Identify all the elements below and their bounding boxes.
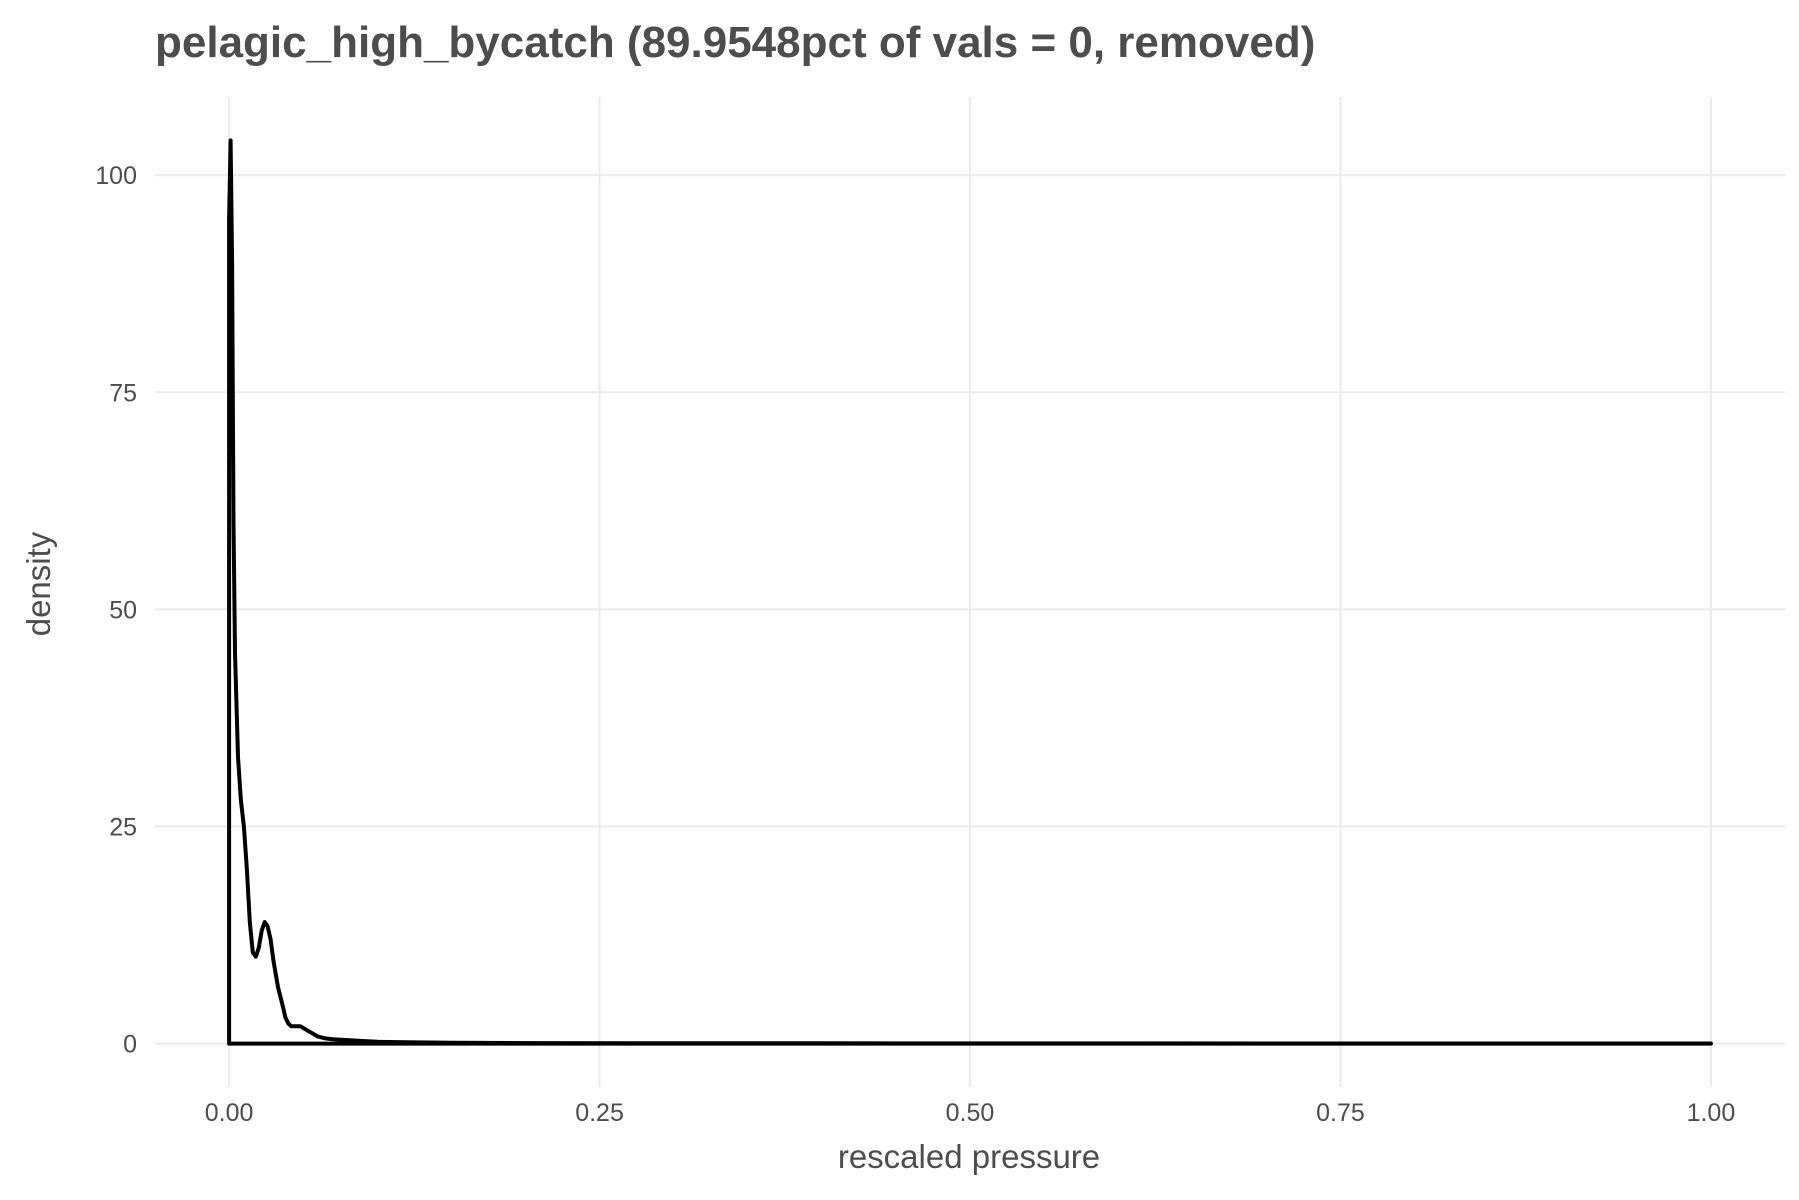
x-tick-label: 0.25	[575, 1099, 624, 1127]
y-tick-label: 0	[123, 1031, 137, 1059]
x-axis-ticks: 0.00 0.25 0.50 0.75 1.00	[205, 1099, 1735, 1127]
x-axis-title: rescaled pressure	[838, 1138, 1100, 1175]
x-tick-label: 0.50	[946, 1099, 995, 1127]
y-axis-ticks: 0 25 50 75 100	[95, 162, 137, 1058]
y-axis-title: density	[20, 531, 57, 636]
y-tick-label: 75	[109, 379, 137, 407]
chart-title: pelagic_high_bycatch (89.9548pct of vals…	[155, 18, 1315, 67]
y-tick-label: 25	[109, 813, 137, 841]
x-tick-label: 1.00	[1687, 1099, 1736, 1127]
y-tick-label: 100	[95, 162, 137, 190]
x-tick-label: 0.00	[205, 1099, 254, 1127]
density-line	[227, 138, 1713, 1046]
grid	[155, 97, 1785, 1087]
x-tick-label: 0.75	[1316, 1099, 1365, 1127]
y-tick-label: 50	[109, 596, 137, 624]
